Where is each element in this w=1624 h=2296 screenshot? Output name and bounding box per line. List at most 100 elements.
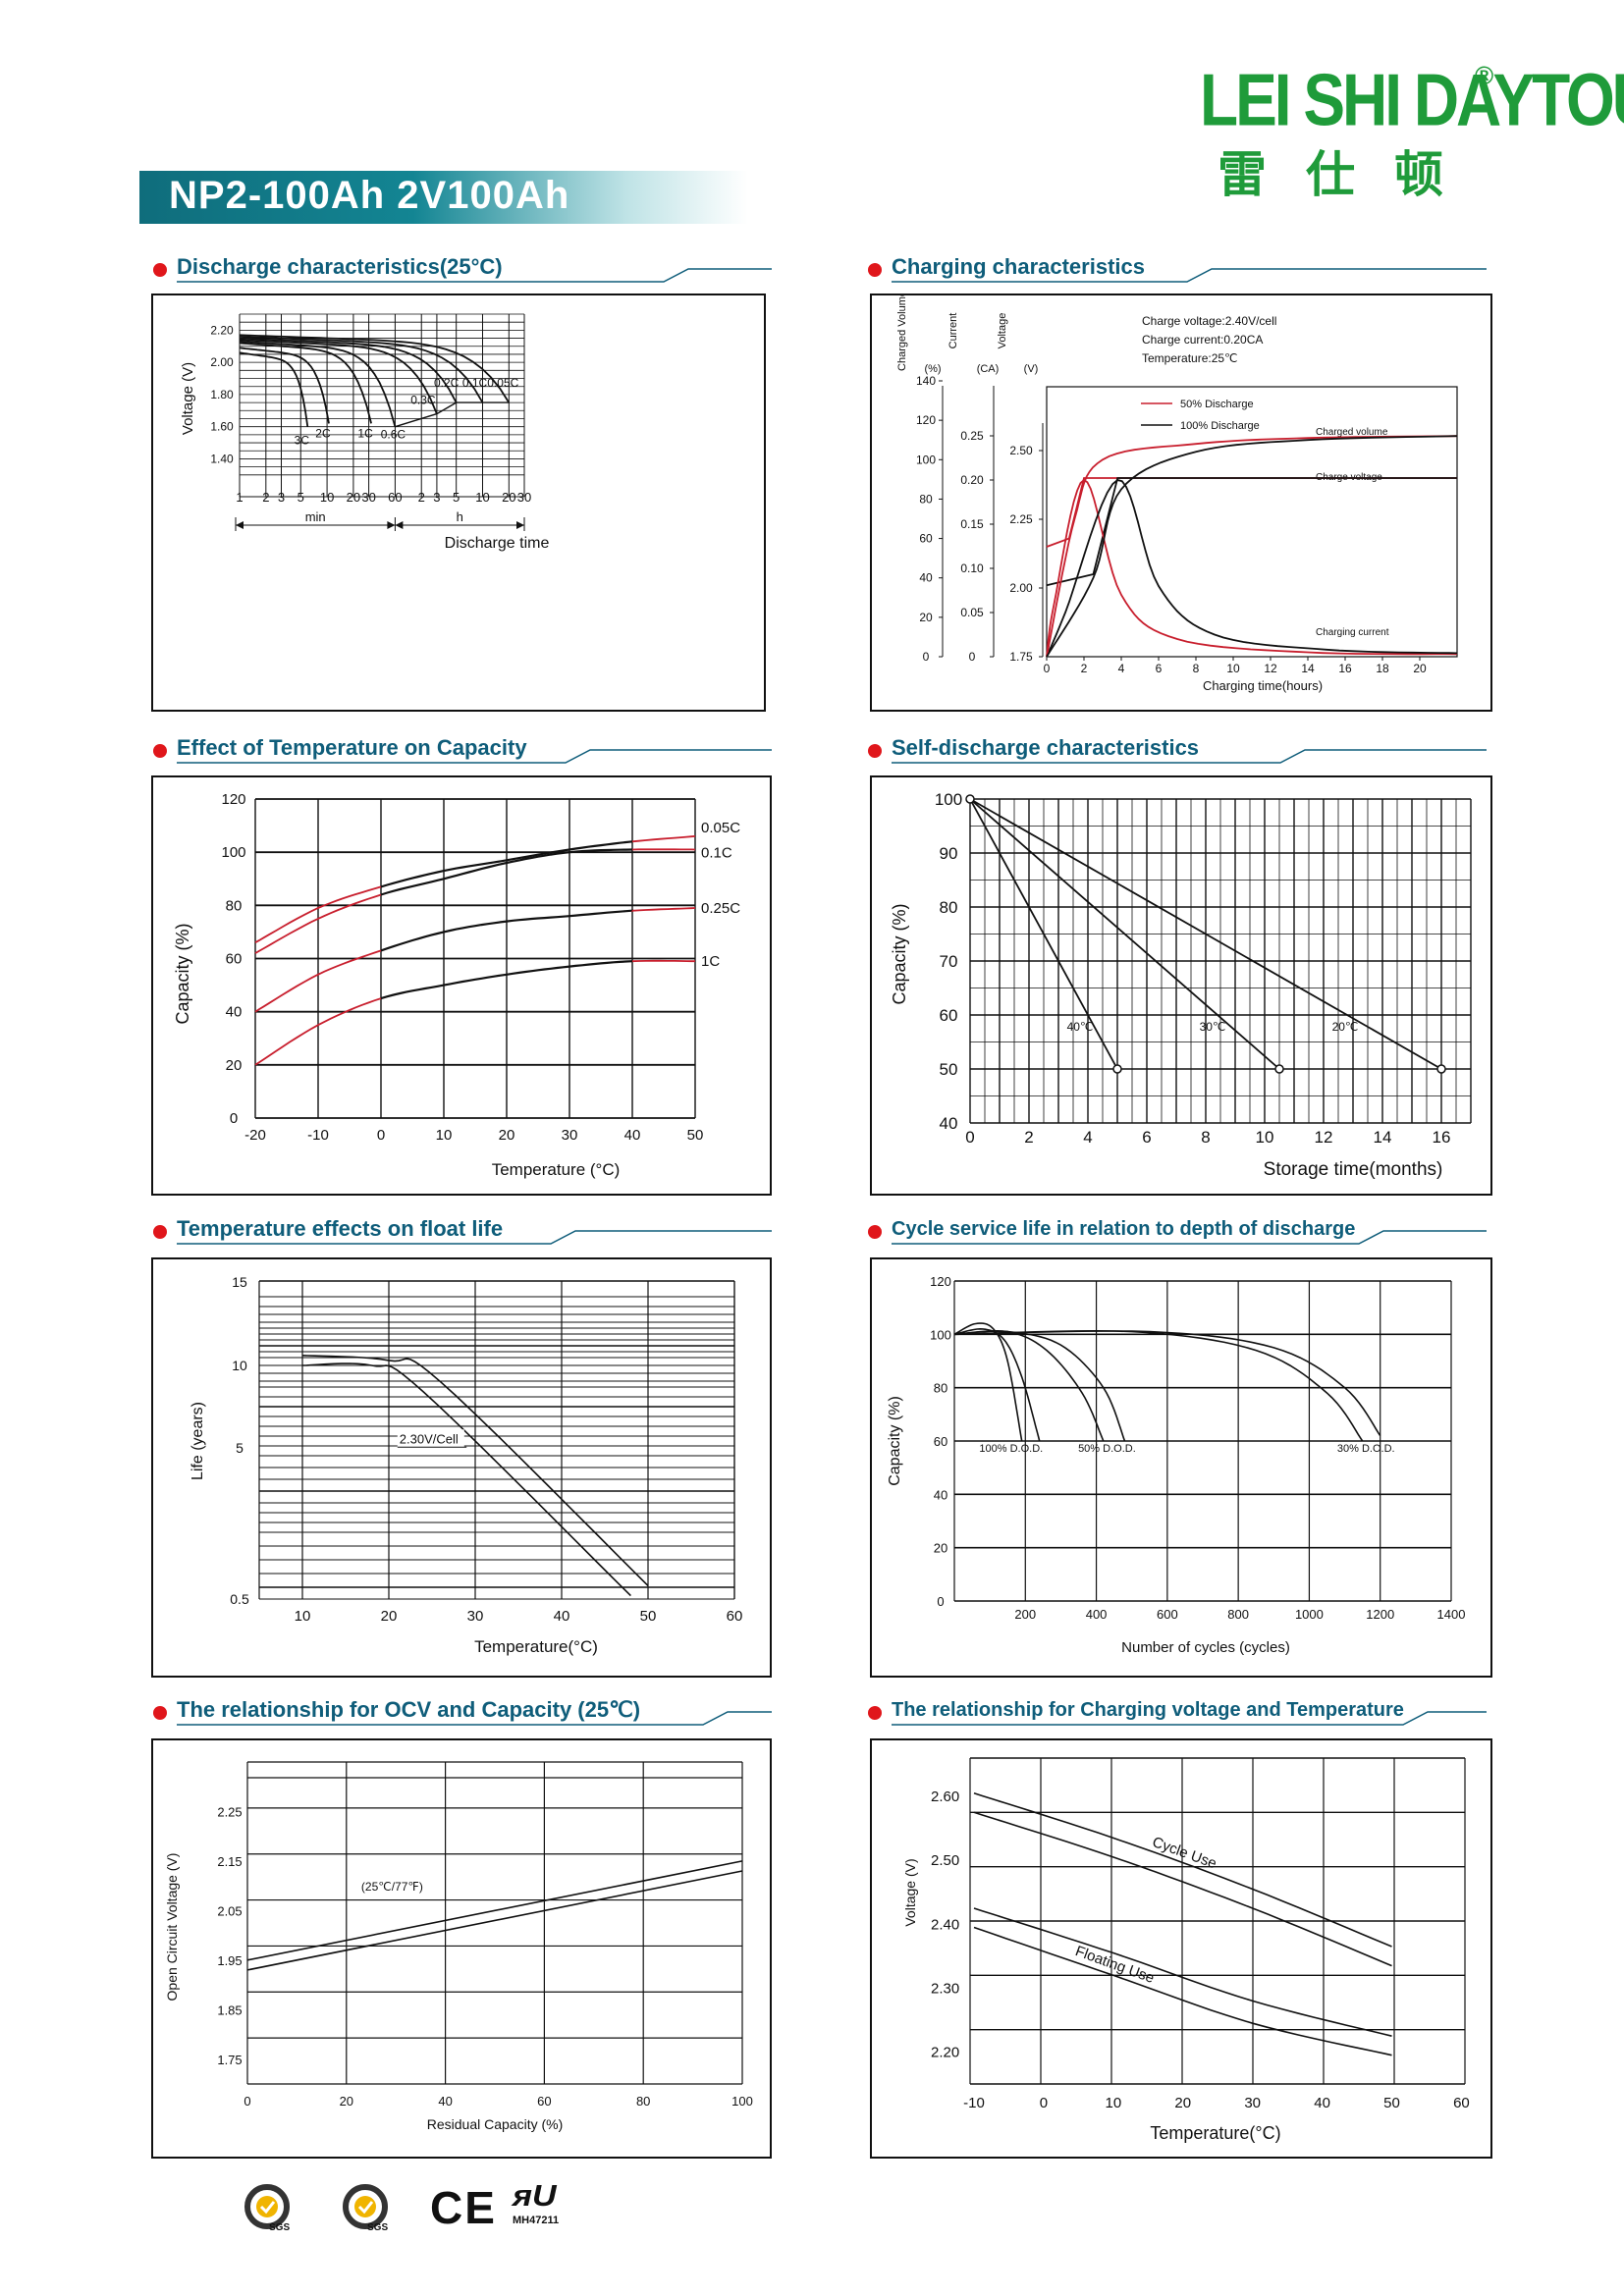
y-tick-label: 100 <box>930 1327 951 1342</box>
model-banner: NP2-100Ah 2V100Ah <box>139 171 748 224</box>
y-tick-label: 20 <box>934 1541 947 1556</box>
series-label: 40℃ <box>1067 1020 1094 1034</box>
end-marker <box>1436 1064 1446 1074</box>
self-discharge-chart: 100 90 80 70 60 50 40 0 2 4 6 8 10 12 14 16 Capacity (%)… <box>870 775 1492 1196</box>
y-tick-label: 20 <box>226 1057 243 1074</box>
curve-label: 0.3C <box>410 394 436 407</box>
series-label: 50% D.O.D. <box>1078 1443 1136 1455</box>
x-tick-label: 16 <box>1433 1128 1451 1147</box>
title-underline <box>892 749 1487 764</box>
cycle-use-curve-0 <box>973 1792 1392 1948</box>
title-underline <box>177 1230 772 1245</box>
series-label: 0.1C <box>701 844 732 861</box>
x-axis-label: Temperature (°C) <box>492 1160 621 1179</box>
y-tick-label: 120 <box>221 791 245 808</box>
x-tick-label: 5 <box>298 490 304 505</box>
y-axis-label: Capacity (%) <box>173 923 192 1024</box>
y-tick-label: 5 <box>236 1440 244 1456</box>
title-underline <box>892 268 1487 283</box>
x-tick-label: 60 <box>1453 2095 1470 2111</box>
x-tick-label: 16 <box>1338 662 1352 675</box>
series-label: 30℃ <box>1200 1020 1226 1034</box>
discharge-chart: 2.20 2.00 1.80 1.60 1.40 1 2 3 5 10 20 30 60 2 3 5 10 20 3… <box>151 294 766 712</box>
y-tick-label: 0 <box>230 1110 238 1127</box>
y-tick-label: 0.5 <box>230 1591 249 1607</box>
y-tick-label: 2.40 <box>931 1916 959 1933</box>
section-title-float-life: Temperature effects on float life <box>153 1214 772 1248</box>
charge-voltage-black <box>1046 477 1457 587</box>
bullet-icon <box>153 1225 167 1239</box>
x-tick-label: 10 <box>436 1127 453 1144</box>
section-title-charging: Charging characteristics <box>868 252 1487 286</box>
x-tick-label: 20 <box>347 490 360 505</box>
section-title-charge-voltage: The relationship for Charging voltage an… <box>868 1695 1487 1729</box>
voltage-tick-label: 2.25 <box>1009 512 1033 526</box>
y-tick-label: 2.60 <box>931 1789 959 1805</box>
ul-cert-icon: ᴙU MH47211 <box>511 2179 569 2228</box>
arrow-icon <box>516 521 524 529</box>
start-marker <box>965 794 975 804</box>
charge-note: Charge voltage:2.40V/cell <box>1142 314 1276 328</box>
curve-1C <box>380 960 633 1000</box>
x-tick-label: 40 <box>554 1608 570 1625</box>
curve-0.25C-hot <box>631 907 696 912</box>
unit-label-h: h <box>457 509 463 524</box>
x-tick-label: 30 <box>361 490 375 505</box>
ocv-line-upper <box>246 1860 743 1961</box>
legend-label: 100% Discharge <box>1180 420 1260 432</box>
y-tick-label: 2.20 <box>210 323 234 337</box>
charged-volume-red <box>1046 435 1458 658</box>
y-tick-label: 120 <box>930 1274 951 1289</box>
y-axis-label: Capacity (%) <box>890 903 909 1004</box>
x-tick-label: 10 <box>295 1608 311 1625</box>
arrow-icon <box>236 521 244 529</box>
curve-0.25C-cold <box>254 949 382 1013</box>
y-tick-label: 80 <box>940 898 958 917</box>
axis-title: Current <box>947 313 959 349</box>
x-tick-label: 60 <box>727 1608 743 1625</box>
axis-title: Voltage <box>997 313 1008 349</box>
x-tick-label: 20 <box>502 490 515 505</box>
axis-unit: (V) <box>1024 363 1039 375</box>
discharge-curve-0.2C <box>239 337 458 403</box>
title-underline <box>892 1711 1487 1726</box>
curve-0.05C-hot <box>631 835 696 843</box>
x-tick-label: 30 <box>562 1127 578 1144</box>
bullet-icon <box>868 1225 882 1239</box>
x-tick-label: 400 <box>1086 1607 1108 1622</box>
y-axis-label: Capacity (%) <box>887 1396 903 1486</box>
annotation-bg <box>397 1429 464 1448</box>
axis-unit: (%) <box>924 363 941 375</box>
x-tick-label: 20 <box>381 1608 398 1625</box>
y-tick-label: 50 <box>940 1060 958 1079</box>
cycle-curve-50-b <box>953 1330 1126 1442</box>
x-tick-label: 4 <box>1118 662 1125 675</box>
y-tick-label: 2.00 <box>210 355 234 369</box>
x-tick-label: -10 <box>307 1127 329 1144</box>
curve-0.25C <box>380 909 634 952</box>
discharge-curve-0.6C <box>239 340 397 427</box>
x-tick-label: 20 <box>1413 662 1427 675</box>
x-tick-label: 60 <box>537 2094 551 2109</box>
current-tick-label: 0 <box>969 650 976 664</box>
x-tick-label: 3 <box>433 490 440 505</box>
series-label: 0.25C <box>701 900 740 917</box>
discharge-plot <box>239 313 525 498</box>
x-tick-label: 1200 <box>1366 1607 1394 1622</box>
x-tick-label: 10 <box>320 490 334 505</box>
y-tick-label: 2.20 <box>931 2044 959 2060</box>
section-title-self-discharge: Self-discharge characteristics <box>868 733 1487 767</box>
series-label: 30% D.O.D. <box>1337 1443 1395 1455</box>
section-title-ocv: The relationship for OCV and Capacity (2… <box>153 1695 772 1729</box>
x-tick-label: 2 <box>262 490 269 505</box>
y-tick-label: 60 <box>226 951 243 968</box>
curve-0.05C <box>380 840 633 888</box>
charged-tick-label: 40 <box>919 571 933 585</box>
charging-current-red <box>1046 478 1458 658</box>
cycle-use-curve-1 <box>973 1811 1392 1967</box>
x-tick-label: 10 <box>1256 1128 1274 1147</box>
discharge-curve-1C <box>239 342 372 424</box>
discharge-curve-0.05C <box>239 334 511 403</box>
y-tick-label: 15 <box>232 1274 247 1290</box>
series-label: 100% D.O.D. <box>979 1443 1043 1455</box>
